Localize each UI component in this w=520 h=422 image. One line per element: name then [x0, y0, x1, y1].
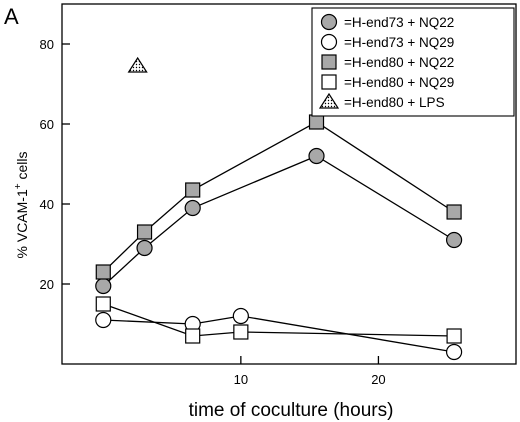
y-axis-label-sup: + — [13, 183, 24, 189]
y-tick-label: 60 — [40, 117, 54, 132]
series-2 — [95, 307, 463, 361]
y-axis-label-main: % VCAM-1 — [14, 189, 30, 258]
data-point — [95, 277, 112, 295]
y-axis-label-tail: cells — [14, 152, 30, 184]
data-point — [308, 147, 325, 165]
legend-marker — [318, 92, 340, 109]
data-point — [233, 324, 249, 340]
series-5 — [127, 56, 148, 73]
x-axis-label: time of coculture (hours) — [189, 400, 394, 421]
data-point — [185, 328, 201, 344]
series-3 — [95, 114, 462, 280]
x-tick-label: 10 — [234, 372, 248, 387]
data-point — [308, 114, 325, 130]
series-line — [103, 303, 455, 337]
data-point — [446, 204, 462, 220]
data-point — [95, 296, 111, 312]
data-point — [136, 239, 153, 257]
legend-marker — [321, 54, 337, 70]
legend-item: =H-end73 + NQ22 — [320, 13, 454, 31]
legend-label: =H-end73 + NQ22 — [344, 15, 454, 30]
legend: =H-end73 + NQ22 =H-end73 + NQ29 =H-end80 +… — [311, 7, 515, 117]
series-line — [103, 315, 455, 353]
legend-box — [311, 7, 515, 117]
legend-marker — [321, 74, 337, 90]
legend-marker — [320, 13, 338, 31]
series-line — [102, 155, 455, 287]
legend-label: =H-end80 + LPS — [344, 95, 445, 110]
svg-text:% VCAM-1+ cells: % VCAM-1+ cells — [13, 152, 30, 259]
legend-marker — [320, 33, 338, 51]
legend-item: =H-end73 + NQ29 — [320, 33, 454, 51]
y-tick-label: 20 — [40, 277, 54, 292]
data-point — [232, 307, 249, 325]
data-point — [95, 264, 111, 280]
plot-frame — [61, 3, 517, 365]
data-point — [184, 199, 201, 217]
panel-label: A — [4, 4, 19, 29]
y-axis-label: % VCAM-1+ cells — [13, 152, 30, 259]
legend-label: =H-end80 + NQ29 — [344, 75, 454, 90]
data-point — [185, 182, 201, 198]
data-point — [95, 311, 112, 329]
y-tick-label: 80 — [40, 37, 54, 52]
legend-item: =H-end80 + LPS — [318, 92, 445, 110]
legend-item: =H-end80 + NQ29 — [321, 74, 454, 90]
legend-label: =H-end73 + NQ29 — [344, 35, 454, 50]
series-1 — [95, 147, 463, 295]
series-line — [102, 121, 455, 273]
data-point — [445, 343, 463, 361]
y-tick-label: 40 — [40, 197, 54, 212]
data-point — [127, 56, 148, 73]
data-point — [446, 328, 462, 344]
x-tick-label: 20 — [371, 372, 385, 387]
series-layer — [95, 56, 463, 361]
series-4 — [95, 296, 462, 344]
axes: 20 40 60 80 10 20 — [40, 3, 517, 387]
data-point — [445, 231, 463, 249]
legend-label: =H-end80 + NQ22 — [344, 55, 454, 70]
data-point — [136, 224, 153, 240]
legend-item: =H-end80 + NQ22 — [321, 54, 454, 70]
